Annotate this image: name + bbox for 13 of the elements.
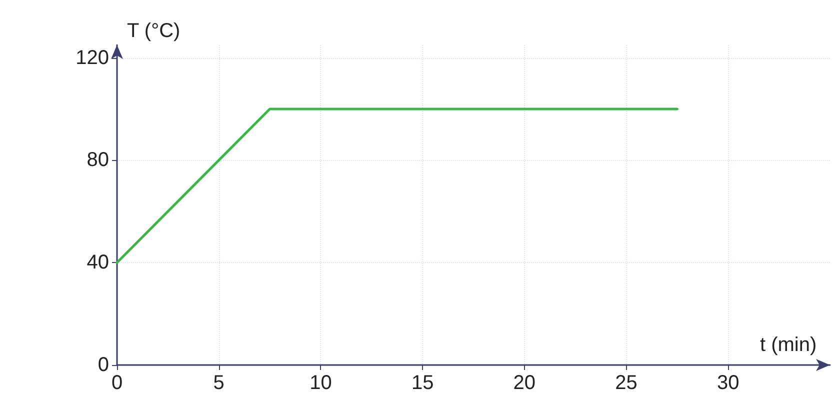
y-tick-label: 80 [86,149,109,172]
y-tick-label: 120 [76,46,109,69]
y-tick-label: 0 [98,354,109,376]
x-tick-label: 25 [615,372,638,394]
x-tick-label: 30 [717,372,740,394]
x-axis-title: t (min) [760,334,817,356]
x-tick-label: 10 [310,372,332,394]
x-tick-label: 0 [111,372,123,394]
y-axis-title: T (°C) [127,20,180,42]
y-tick-label: 40 [86,252,109,274]
x-tick-label: 20 [513,372,536,394]
x-tick-label: 5 [213,372,224,394]
x-tick-label: 15 [411,372,434,394]
